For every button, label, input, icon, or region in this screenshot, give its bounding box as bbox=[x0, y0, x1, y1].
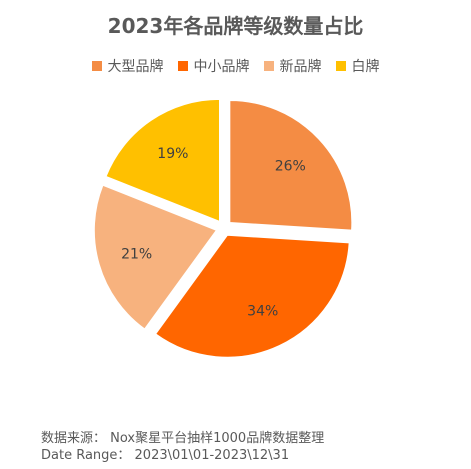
legend-label: 白牌 bbox=[351, 59, 380, 75]
legend-swatch bbox=[263, 61, 274, 71]
pie-slice-large-brand bbox=[229, 100, 353, 231]
legend-item-large-brand: 大型品牌 bbox=[91, 56, 164, 76]
pie-slice-new-brand bbox=[93, 184, 218, 330]
legend-item-new-brand: 新品牌 bbox=[263, 56, 322, 76]
legend-item-small-medium-brand: 中小品牌 bbox=[177, 56, 250, 76]
pie-label-small-medium-brand: 34% bbox=[247, 303, 278, 319]
legend-swatch bbox=[91, 61, 102, 71]
legend-swatch bbox=[177, 61, 188, 71]
pie-slice-white-label bbox=[105, 98, 221, 223]
legend: 大型品牌 中小品牌 新品牌 白牌 bbox=[0, 56, 471, 76]
pie-label-new-brand: 21% bbox=[121, 246, 152, 262]
pie-label-large-brand: 26% bbox=[275, 159, 306, 175]
legend-label: 新品牌 bbox=[279, 59, 322, 75]
pie-label-white-label: 19% bbox=[157, 146, 188, 162]
pie-slice-small-medium-brand bbox=[154, 234, 350, 358]
legend-label: 中小品牌 bbox=[193, 59, 250, 75]
legend-item-white-label: 白牌 bbox=[335, 56, 380, 76]
source-note: 数据来源： Nox聚星平台抽样1000品牌数据整理 Date Range： 20… bbox=[41, 430, 324, 464]
legend-label: 大型品牌 bbox=[107, 59, 164, 75]
date-range-text: Date Range： 2023\01\01-2023\12\31 bbox=[41, 448, 290, 463]
chart-title: 2023年各品牌等级数量占比 bbox=[107, 14, 364, 38]
legend-swatch bbox=[335, 61, 346, 71]
data-source-text: 数据来源： Nox聚星平台抽样1000品牌数据整理 bbox=[41, 431, 325, 446]
